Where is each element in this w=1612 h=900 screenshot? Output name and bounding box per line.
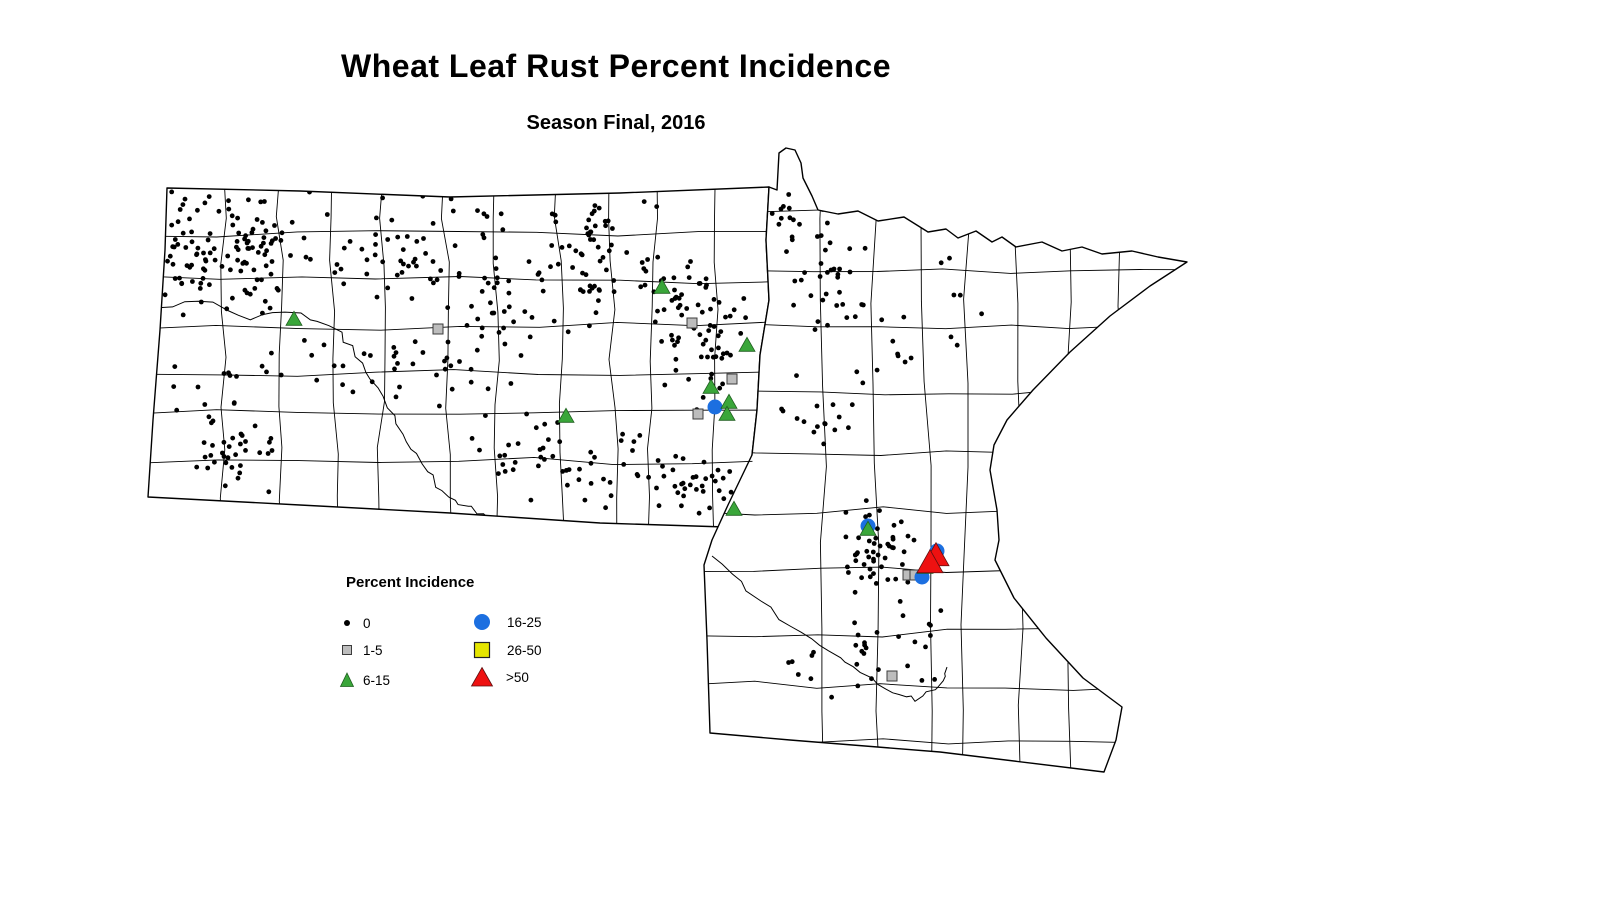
legend-item-16-25: 16-25 (472, 612, 542, 632)
legend-item-label: 6-15 (363, 672, 391, 688)
green-triangle-icon (339, 672, 354, 687)
river-missouri_nd (149, 300, 489, 519)
legend-item-0: 0 (334, 614, 371, 632)
blue-circle-icon (474, 614, 490, 630)
river-minnesota_mn (711, 555, 948, 702)
zero-incidence-dots-nd (155, 187, 748, 516)
legend-item-label: 1-5 (363, 642, 383, 658)
red-triangle-icon (470, 666, 494, 687)
legend-item-1-5: 1-5 (334, 641, 383, 659)
legend-item-label: 16-25 (507, 614, 542, 630)
page-subtitle: Season Final, 2016 (526, 112, 706, 134)
yellow-square-icon (473, 641, 491, 659)
legend-item-label: 0 (363, 615, 371, 631)
legend-item-26-50: 26-50 (472, 640, 542, 660)
state-outline-mn (703, 147, 1188, 773)
dot-icon (344, 620, 350, 626)
page-title: Wheat Leaf Rust Percent Incidence (341, 48, 891, 84)
legend-item-label: 26-50 (507, 642, 542, 658)
legend-item-6-15: 6-15 (334, 670, 390, 690)
legend-item-label: >50 (506, 669, 529, 685)
legend-item-gt50: >50 (470, 666, 529, 688)
gray-square-icon (342, 645, 352, 655)
markers-triangle_gt50 (916, 541, 950, 574)
legend-title: Percent Incidence (346, 574, 475, 591)
